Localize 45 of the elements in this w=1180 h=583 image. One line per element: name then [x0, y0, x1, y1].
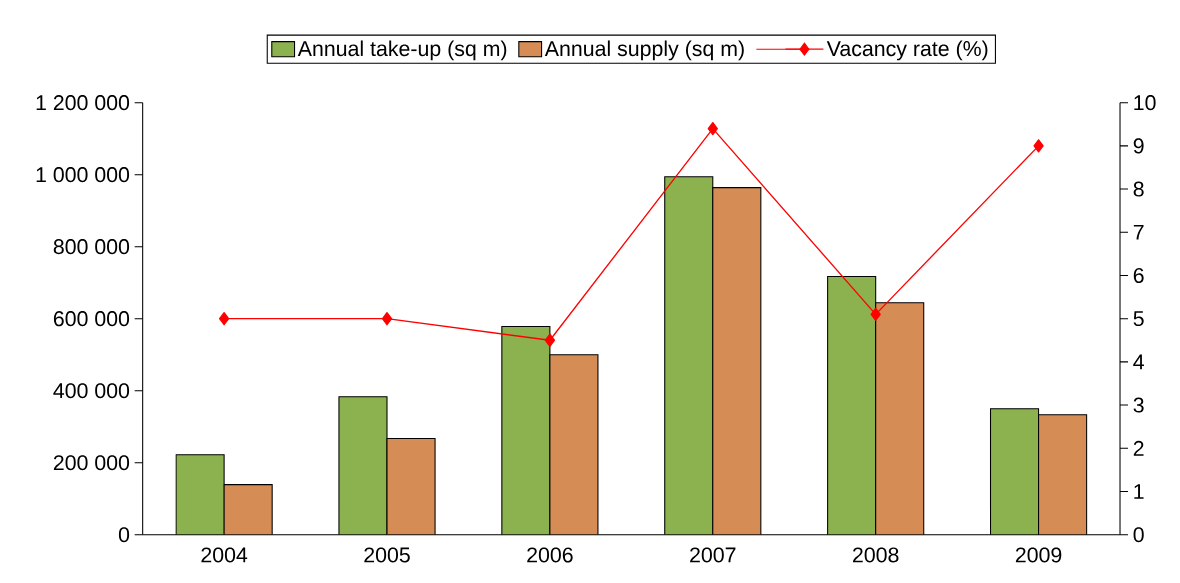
legend-label: Annual supply (sq m) — [544, 40, 744, 61]
y2-tick-label: 6 — [1133, 268, 1144, 284]
y-tick-label: 400 000 — [53, 383, 130, 399]
y2-tick-label: 5 — [1133, 311, 1144, 327]
bar — [501, 326, 550, 535]
bar — [989, 408, 1040, 535]
bar — [1038, 414, 1088, 535]
point — [870, 307, 881, 322]
bar — [338, 396, 387, 535]
bar — [549, 354, 598, 535]
bar — [224, 484, 273, 535]
point — [218, 312, 230, 326]
y-tick-label: 0 — [118, 527, 130, 543]
bar — [827, 276, 876, 535]
y2-tick-label: 8 — [1133, 181, 1144, 197]
y2-tick-label: 4 — [1133, 354, 1144, 370]
x-tick-label: 2004 — [201, 547, 248, 563]
x-tick-label: 2005 — [364, 547, 410, 563]
y-tick-label: 1 000 000 — [36, 167, 130, 183]
y-tick-label: 600 000 — [53, 311, 130, 327]
y-tick-label: 800 000 — [53, 239, 130, 255]
bar — [387, 438, 436, 535]
y2-tick-label: 2 — [1133, 440, 1144, 456]
bar — [875, 302, 924, 535]
y-tick-label: 1 200 000 — [36, 95, 130, 111]
x-tick-label: 2008 — [853, 547, 899, 563]
point — [707, 122, 718, 136]
x-tick-label: 2007 — [690, 547, 736, 563]
point — [1033, 139, 1044, 153]
y2-tick-label: 3 — [1133, 397, 1144, 413]
point — [544, 333, 556, 348]
legend-label: Annual take-up (sq m) — [297, 40, 507, 61]
x-tick-label: 2009 — [1015, 547, 1062, 563]
y-tick-label: 200 000 — [53, 455, 130, 471]
x-tick-label: 2006 — [527, 547, 573, 563]
point — [381, 312, 393, 326]
legend-label: Vacancy rate (%) — [826, 40, 988, 61]
y2-tick-label: 10 — [1134, 95, 1156, 111]
y2-tick-label: 0 — [1133, 527, 1144, 543]
bar — [176, 454, 225, 535]
y2-tick-label: 1 — [1134, 484, 1144, 499]
bar — [664, 176, 713, 535]
y2-tick-label: 9 — [1133, 138, 1144, 154]
y2-tick-label: 7 — [1133, 225, 1144, 240]
bar — [712, 187, 761, 535]
